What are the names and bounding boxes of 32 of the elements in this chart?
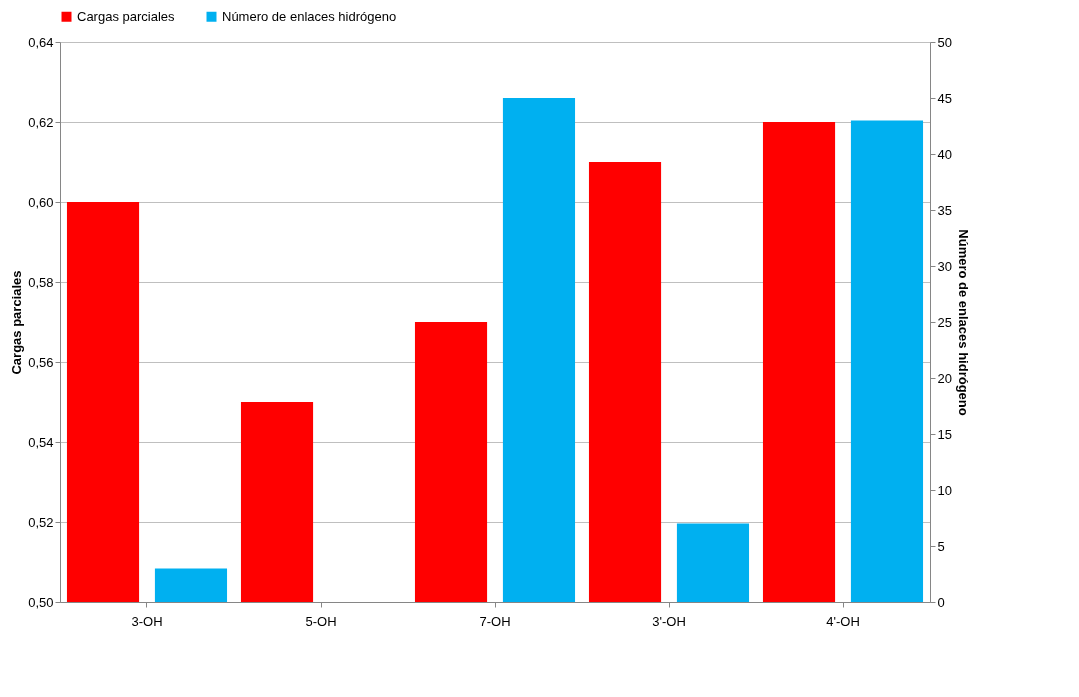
y-tick-label: 0,62 bbox=[28, 114, 54, 130]
bar bbox=[154, 568, 228, 602]
y-tick-label: 0,64 bbox=[28, 34, 54, 50]
y-tick-label: 0,60 bbox=[28, 194, 54, 210]
x-tick-label: 4'-OH bbox=[826, 613, 860, 629]
y2-tick-label: 40 bbox=[937, 146, 952, 162]
y2-tick-label: 20 bbox=[937, 370, 952, 386]
y2-axis-title: Número de enlaces hidrógeno bbox=[955, 229, 971, 416]
y-tick-label: 0,50 bbox=[28, 594, 54, 610]
y2-tick-label: 45 bbox=[937, 90, 952, 106]
y2-tick-label: 5 bbox=[937, 538, 945, 554]
y2-tick-label: 30 bbox=[937, 258, 952, 274]
legend-label: Número de enlaces hidrógeno bbox=[222, 8, 397, 24]
legend-label: Cargas parciales bbox=[77, 8, 176, 24]
y-axis-title: Cargas parciales bbox=[9, 270, 25, 375]
bar bbox=[676, 523, 750, 602]
y-tick-label: 0,54 bbox=[28, 434, 54, 450]
y2-tick-label: 15 bbox=[937, 426, 952, 442]
x-tick-label: 3-OH bbox=[131, 613, 163, 629]
y2-tick-label: 0 bbox=[937, 594, 945, 610]
x-tick-label: 7-OH bbox=[479, 613, 511, 629]
y-tick-label: 0,56 bbox=[28, 354, 54, 370]
y-tick-label: 0,52 bbox=[28, 514, 54, 530]
y2-tick-label: 10 bbox=[937, 482, 952, 498]
bar bbox=[850, 120, 924, 602]
x-tick-label: 3'-OH bbox=[652, 613, 686, 629]
x-tick-label: 5-OH bbox=[305, 613, 337, 629]
bar bbox=[502, 98, 576, 602]
y2-tick-label: 25 bbox=[937, 314, 952, 330]
y2-tick-label: 50 bbox=[937, 34, 952, 50]
y-tick-label: 0,58 bbox=[28, 274, 54, 290]
y2-tick-label: 35 bbox=[937, 202, 952, 218]
